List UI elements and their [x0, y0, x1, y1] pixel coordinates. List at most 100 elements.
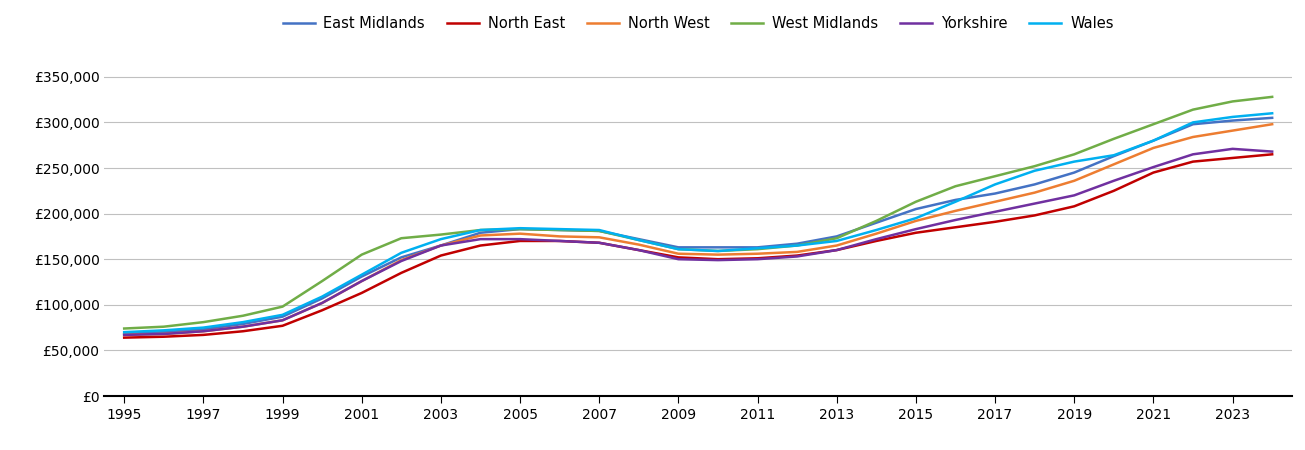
East Midlands [1105, 153, 1121, 159]
West Midlands [749, 247, 765, 252]
Wales [196, 325, 211, 330]
Wales [710, 248, 726, 254]
North East [988, 219, 1004, 225]
North West [1105, 162, 1121, 167]
West Midlands [1224, 99, 1240, 104]
Line: North East: North East [124, 154, 1272, 338]
North West [354, 279, 369, 284]
North East [315, 307, 330, 313]
Wales [235, 320, 251, 325]
East Midlands [472, 230, 488, 235]
East Midlands [829, 234, 844, 239]
North West [552, 234, 568, 239]
Yorkshire [155, 331, 171, 337]
Wales [1265, 111, 1280, 116]
Wales [1066, 159, 1082, 164]
West Midlands [829, 235, 844, 241]
West Midlands [354, 252, 369, 257]
Wales [512, 225, 527, 231]
North East [1146, 170, 1161, 175]
East Midlands [393, 255, 408, 260]
Wales [749, 246, 765, 251]
East Midlands [433, 243, 449, 248]
Yorkshire [1224, 146, 1240, 152]
East Midlands [315, 296, 330, 301]
West Midlands [1146, 122, 1161, 127]
West Midlands [908, 199, 924, 204]
Yorkshire [988, 209, 1004, 215]
East Midlands [1224, 118, 1240, 123]
Line: Yorkshire: Yorkshire [124, 149, 1272, 335]
North East [591, 240, 607, 246]
East Midlands [947, 197, 963, 202]
North West [1185, 134, 1201, 140]
North West [393, 257, 408, 263]
Yorkshire [472, 236, 488, 242]
East Midlands [1066, 170, 1082, 175]
West Midlands [155, 324, 171, 329]
Wales [988, 182, 1004, 187]
North East [868, 238, 883, 243]
Yorkshire [1027, 201, 1043, 206]
Wales [829, 238, 844, 243]
North West [315, 300, 330, 306]
Wales [433, 236, 449, 242]
Wales [868, 227, 883, 233]
North West [710, 252, 726, 257]
North West [275, 318, 291, 323]
North East [671, 255, 686, 260]
East Midlands [671, 245, 686, 250]
East Midlands [749, 245, 765, 250]
North East [512, 238, 527, 243]
North East [393, 270, 408, 275]
Wales [354, 272, 369, 277]
North West [472, 233, 488, 238]
Yorkshire [1185, 152, 1201, 157]
Yorkshire [433, 243, 449, 248]
Legend: East Midlands, North East, North West, West Midlands, Yorkshire, Wales: East Midlands, North East, North West, W… [277, 10, 1120, 36]
West Midlands [275, 304, 291, 309]
North East [749, 256, 765, 261]
West Midlands [116, 326, 132, 331]
Yorkshire [1146, 164, 1161, 170]
North East [790, 253, 805, 258]
West Midlands [235, 313, 251, 319]
North West [632, 242, 647, 248]
Wales [947, 199, 963, 204]
West Midlands [472, 227, 488, 233]
North West [1224, 128, 1240, 133]
West Midlands [1105, 136, 1121, 141]
Yorkshire [116, 332, 132, 338]
West Midlands [1265, 94, 1280, 99]
Yorkshire [671, 256, 686, 262]
North East [710, 256, 726, 262]
Wales [671, 247, 686, 252]
East Midlands [1265, 115, 1280, 121]
Yorkshire [512, 236, 527, 242]
Wales [591, 227, 607, 233]
West Midlands [632, 237, 647, 243]
East Midlands [354, 274, 369, 279]
Wales [393, 250, 408, 256]
Yorkshire [552, 238, 568, 243]
Yorkshire [790, 254, 805, 259]
Yorkshire [354, 279, 369, 284]
Wales [1027, 168, 1043, 173]
Wales [116, 329, 132, 335]
North West [155, 331, 171, 337]
Line: North West: North West [124, 124, 1272, 335]
East Midlands [235, 321, 251, 327]
Yorkshire [315, 300, 330, 306]
East Midlands [591, 228, 607, 234]
Wales [632, 237, 647, 243]
Wales [1146, 138, 1161, 144]
East Midlands [116, 331, 132, 337]
Yorkshire [829, 248, 844, 253]
North East [354, 290, 369, 296]
North East [1066, 203, 1082, 209]
West Midlands [790, 243, 805, 248]
Wales [552, 226, 568, 232]
West Midlands [393, 235, 408, 241]
East Midlands [988, 191, 1004, 196]
North West [671, 251, 686, 256]
